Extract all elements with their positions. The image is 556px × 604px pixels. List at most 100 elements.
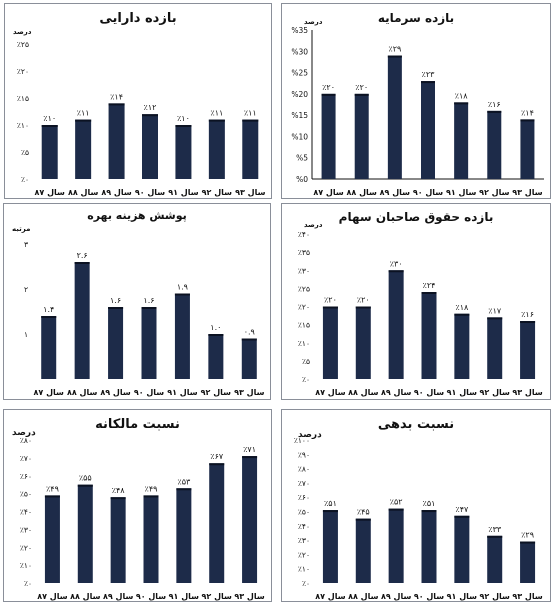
x-tick-label: سال ۹۳: [234, 388, 264, 397]
bar: [321, 93, 336, 179]
data-label: ٪۴۹: [145, 484, 158, 493]
data-label: ٪۴۸: [112, 486, 126, 495]
y-tick-label: ٪۶۰: [20, 472, 32, 481]
x-tick-label: سال ۸۷: [34, 388, 64, 397]
chart-svg-return-on-assets: ٪۰ ٪۵ ٪۱۰ ٪۱۵ ٪۲۰ ٪۲۵ ٪۱۰ سال ۸۷ ٪۱۱ سال ۸۸ ٪۱۴ سال…: [17, 40, 266, 197]
bar-cap: [142, 114, 158, 117]
x-tick-label: سال ۹۲: [201, 388, 231, 397]
x-tick-label: سال ۸۹: [381, 592, 411, 601]
bar: [77, 484, 93, 583]
y-tick-label: ٪۱۵: [298, 321, 310, 330]
data-label: ٪۵۳: [177, 477, 191, 486]
data-label: ۱.۰: [210, 323, 221, 332]
data-label: ۱.۴: [43, 305, 54, 314]
y-tick-label: ٪۸۰: [298, 465, 310, 474]
x-tick-label: سال ۹۰: [414, 592, 444, 601]
data-label: ٪۳۳: [488, 525, 502, 534]
y-tick-label: ٪۲۵: [17, 40, 29, 49]
x-tick-label: سال ۸۷: [35, 188, 65, 197]
bar-cap: [110, 497, 126, 500]
bar: [487, 110, 502, 179]
chart-panel-equity-ratio: نسبت مالکانه درصد ٪۰ ٪۱۰ ٪۲۰ ٪۳۰ ٪۴۰ ٪۵۰ ٪۶۰ ٪۷…: [3, 409, 272, 602]
chart-title: بازده سرمایه: [377, 11, 455, 25]
bar-cap: [75, 119, 92, 122]
bar-cap: [41, 125, 58, 127]
data-label: ٪۷۱: [243, 445, 256, 454]
y-tick-label: %5: [296, 154, 308, 163]
bar: [355, 306, 371, 379]
y-tick-label: ۲: [24, 285, 28, 294]
bar-cap: [208, 334, 224, 336]
chart-svg-debt-ratio: ٪۰ ٪۱۰ ٪۲۰ ٪۳۰ ٪۴۰ ٪۵۰ ٪۶۰ ٪۷۰ ٪۸۰ ٪۹۰ ٪۱۰۰ ٪۵۱ سال …: [294, 436, 543, 601]
bar-cap: [242, 456, 258, 459]
data-label: ٪۶۷: [210, 452, 224, 461]
bar: [354, 93, 369, 179]
bar-cap: [242, 119, 259, 122]
data-label: ٪۴۷: [455, 505, 469, 514]
bar: [322, 510, 338, 583]
bar-cap: [321, 93, 336, 96]
y-tick-label: ٪۱۰: [298, 339, 310, 348]
y-unit-label: مرتبه: [12, 225, 31, 233]
chart-svg-equity-ratio: ٪۰ ٪۱۰ ٪۲۰ ٪۳۰ ٪۴۰ ٪۵۰ ٪۶۰ ٪۷۰ ٪۸۰ ٪۴۹ سال ۸۷ ٪۵۵ سا…: [20, 436, 265, 601]
bar-cap: [175, 125, 192, 127]
x-tick-label: سال ۸۷: [37, 592, 67, 601]
y-tick-label: ٪۳۰: [298, 266, 310, 275]
bar-cap: [174, 293, 190, 296]
x-tick-label: سال ۹۳: [512, 188, 542, 197]
data-label: ٪۱۱: [244, 109, 257, 118]
bar: [421, 81, 435, 179]
x-tick-label: سال ۹۳: [512, 388, 542, 397]
y-tick-label: ٪۱۰: [298, 565, 310, 574]
bar-cap: [355, 306, 371, 309]
bar-cap: [322, 510, 338, 513]
bar: [388, 270, 404, 379]
data-label: ٪۱۸: [455, 303, 469, 312]
y-tick-label: ٪۰: [302, 579, 310, 588]
data-label: ۱.۶: [110, 296, 121, 305]
y-tick-label: ٪۷۰: [20, 454, 32, 463]
bar: [75, 119, 92, 179]
x-tick-label: سال ۹۱: [169, 592, 199, 601]
bar-cap: [143, 495, 159, 498]
data-label: ٪۲۰: [357, 296, 370, 305]
data-label: ٪۴۵: [357, 508, 370, 517]
x-tick-label: سال ۹۱: [168, 188, 198, 197]
chart-panel-return-on-assets: بازده دارایی درصد ٪۰ ٪۵ ٪۱۰ ٪۱۵ ٪۲۰ ٪۲۵ ٪۱۰ سال…: [4, 3, 272, 199]
x-tick-label: سال ۹۳: [235, 188, 265, 197]
y-tick-label: ٪۳۵: [298, 248, 310, 257]
y-tick-label: ٪۲۰: [298, 303, 310, 312]
x-tick-label: سال ۸۹: [103, 592, 133, 601]
bar-cap: [354, 93, 369, 96]
bar: [520, 541, 536, 583]
x-tick-label: سال ۸۸: [70, 592, 100, 601]
bar-cap: [487, 317, 503, 320]
y-tick-label: ٪۸۰: [20, 436, 32, 445]
data-label: ٪۵۱: [423, 499, 436, 508]
y-tick-label: %15: [291, 111, 308, 120]
y-tick-label: %0: [296, 175, 308, 184]
data-label: ٪۱۲: [144, 103, 157, 112]
y-tick-label: ٪۳۰: [298, 536, 310, 545]
x-tick-label: سال ۹۱: [447, 388, 477, 397]
bar: [142, 114, 158, 179]
x-tick-label: سال ۸۸: [67, 388, 97, 397]
x-tick-label: سال ۹۰: [135, 188, 165, 197]
x-tick-label: سال ۸۷: [313, 188, 343, 197]
bar: [209, 463, 225, 583]
y-tick-label: %10: [291, 132, 308, 141]
data-label: ٪۱۷: [488, 306, 502, 315]
bar-cap: [487, 535, 503, 538]
bar-cap: [388, 508, 404, 511]
bar-cap: [108, 307, 124, 309]
x-tick-label: سال ۹۰: [413, 188, 443, 197]
bar: [387, 55, 402, 179]
bar-cap: [388, 270, 404, 273]
x-tick-label: سال ۸۹: [381, 388, 411, 397]
bar: [143, 495, 159, 583]
bar-cap: [421, 510, 437, 513]
data-label: ٪۲۴: [423, 281, 436, 290]
y-unit-label: درصد: [304, 18, 323, 26]
bar: [487, 317, 503, 379]
x-tick-label: سال ۹۳: [234, 592, 264, 601]
